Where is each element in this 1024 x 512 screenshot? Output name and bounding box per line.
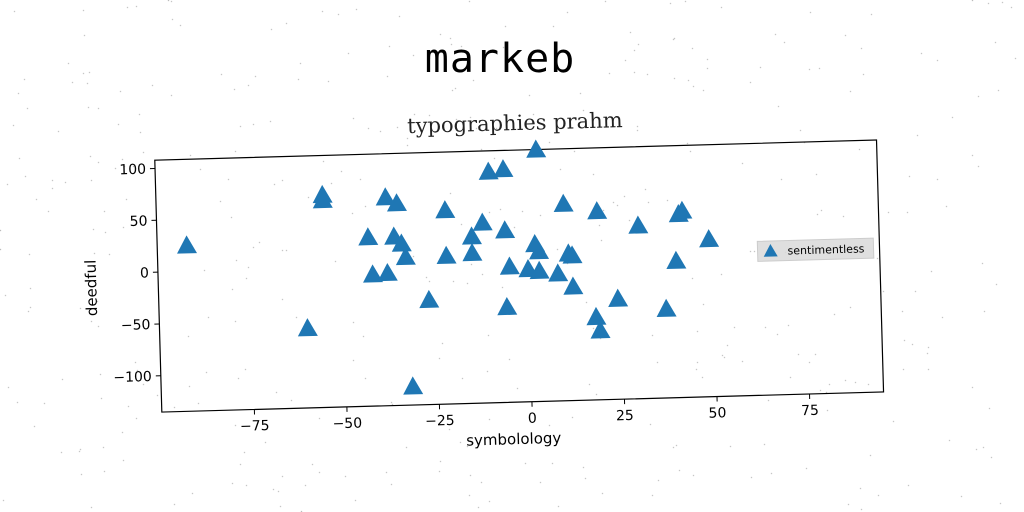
data-point [529,241,550,260]
data-point [358,227,379,246]
y-tick-label: −50 [121,317,151,334]
plot-frame [154,139,885,413]
data-point [587,201,608,220]
y-tick-label: 100 [119,162,146,179]
y-axis-label: deedful [82,260,102,317]
data-point [586,306,607,326]
x-tick-label: −50 [332,415,362,432]
data-point [419,289,440,309]
data-point [386,193,407,212]
legend: sentimentless [756,237,875,262]
legend-box [756,237,875,262]
legend-label: sentimentless [787,242,864,257]
data-point [672,200,693,220]
data-point [495,220,516,239]
data-point [563,276,584,295]
x-tick-label: 0 [528,411,537,427]
data-point [656,298,677,318]
data-point [548,263,569,282]
data-point [478,161,499,180]
chart-title: typographies prahm [407,108,623,138]
x-tick-label: 25 [616,408,634,424]
data-point [472,212,493,231]
x-tick-label: −25 [425,413,455,430]
data-point [312,190,333,209]
data-point [608,288,629,307]
data-point [363,264,384,283]
data-point [590,320,611,339]
data-point [177,235,198,254]
x-axis-label: symbolology [466,429,562,450]
axes: −75 −50 −25 0 25 50 75 −100 −50 0 50 100 [113,139,885,435]
data-point [529,260,550,280]
y-tick-label: 50 [129,214,147,230]
y-tick-label: −100 [113,369,152,386]
data-point [628,215,649,234]
data-point [435,200,456,219]
x-tick-label: 75 [801,403,819,419]
data-point [462,242,483,262]
x-tick-label: −75 [240,418,270,435]
chart-area: typographies prahm −75 −50 −25 0 25 50 75−100−… [82,108,885,450]
data-point [436,245,457,265]
data-point [395,246,416,266]
data-point [497,296,518,316]
data-point [526,139,547,158]
data-point [403,376,424,395]
data-point [391,233,412,252]
data-point [493,159,514,178]
data-point [499,256,520,275]
x-tick-label: 50 [708,405,726,421]
data-point [553,193,574,213]
data-point [461,226,482,245]
legend-marker [763,243,778,257]
figure-title: markeb [424,36,576,82]
data-point [699,229,720,248]
data-markers [177,139,720,395]
data-point [377,262,398,282]
data-point [375,187,396,206]
y-tick-label: 0 [140,265,149,281]
data-point [562,245,583,264]
data-point [297,318,318,337]
data-point [666,250,687,270]
